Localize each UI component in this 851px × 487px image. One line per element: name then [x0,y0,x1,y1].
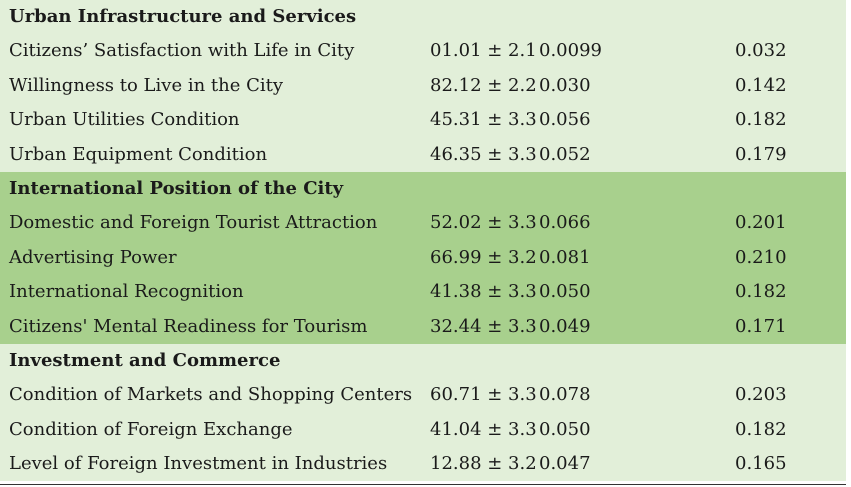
indicator-label: Advertising Power [9,246,177,268]
mean-value: 41.04 ± 3.3 [430,418,537,440]
table-row: Urban Utilities Condition 45.31 ± 3.3 0.… [0,103,846,137]
table-row: Advertising Power 66.99 ± 3.2 0.081 0.21… [0,241,846,275]
final-weight-value: 0.201 [735,212,787,234]
indicator-label: Citizens’ Satisfaction with Life in City [9,40,355,62]
final-weight-value: 0.032 [735,40,787,62]
indicator-label: Condition of Foreign Exchange [9,418,293,440]
final-weight-value: 0.182 [735,281,787,303]
mean-value: 41.38 ± 3.3 [430,281,537,303]
indicator-label: Citizens' Mental Readiness for Tourism [9,315,368,337]
weight-value: 0.050 [539,418,591,440]
indicator-label: Willingness to Live in the City [9,74,284,96]
weight-value: 0.066 [539,212,591,234]
weight-value: 0.047 [539,453,591,475]
section-investment-commerce: Investment and Commerce Condition of Mar… [0,343,846,482]
indicator-label: Urban Equipment Condition [9,143,268,165]
section-title: International Position of the City [9,177,344,199]
section-header: Investment and Commerce [0,344,846,378]
indicator-label: Condition of Markets and Shopping Center… [9,384,413,406]
table-row: International Recognition 41.38 ± 3.3 0.… [0,275,846,309]
mean-value: 01.01 ± 2.1 [430,40,537,62]
table-row: Condition of Markets and Shopping Center… [0,378,846,412]
final-weight-value: 0.142 [735,74,787,96]
table-row: Domestic and Foreign Tourist Attraction … [0,206,846,240]
table-row: Willingness to Live in the City 82.12 ± … [0,69,846,103]
mean-value: 45.31 ± 3.3 [430,109,537,131]
final-weight-value: 0.179 [735,143,787,165]
final-weight-value: 0.165 [735,453,787,475]
final-weight-value: 0.182 [735,109,787,131]
weight-value: 0.030 [539,74,591,96]
indicator-label: International Recognition [9,281,244,303]
mean-value: 46.35 ± 3.3 [430,143,537,165]
table-row: Citizens' Mental Readiness for Tourism 3… [0,310,846,344]
weight-value: 0.056 [539,109,591,131]
mean-value: 66.99 ± 3.2 [430,246,537,268]
final-weight-value: 0.182 [735,418,787,440]
indicator-label: Level of Foreign Investment in Industrie… [9,453,388,475]
indicator-label: Domestic and Foreign Tourist Attraction [9,212,378,234]
weight-value: 0.052 [539,143,591,165]
weight-value: 0.078 [539,384,591,406]
table-row: Urban Equipment Condition 46.35 ± 3.3 0.… [0,138,846,172]
table-row: Citizens’ Satisfaction with Life in City… [0,34,846,68]
section-title: Urban Infrastructure and Services [9,6,357,27]
mean-value: 82.12 ± 2.2 [430,74,537,96]
weight-value: 0.0099 [539,40,602,62]
weight-value: 0.050 [539,281,591,303]
mean-value: 12.88 ± 3.2 [430,453,537,475]
weight-value: 0.081 [539,246,591,268]
mean-value: 52.02 ± 3.3 [430,212,537,234]
mean-value: 60.71 ± 3.3 [430,384,537,406]
weight-value: 0.049 [539,315,591,337]
mean-value: 32.44 ± 3.3 [430,315,537,337]
table-row: Level of Foreign Investment in Industrie… [0,447,846,481]
final-weight-value: 0.171 [735,315,787,337]
indicator-label: Urban Utilities Condition [9,109,240,131]
section-header: International Position of the City [0,172,846,206]
section-international-position: International Position of the City Domes… [0,171,846,344]
final-weight-value: 0.210 [735,246,787,268]
final-weight-value: 0.203 [735,384,787,406]
section-header: Urban Infrastructure and Services [0,0,846,34]
section-title: Investment and Commerce [9,349,281,371]
section-urban-infrastructure: Urban Infrastructure and Services Citize… [0,0,846,172]
table-row: Condition of Foreign Exchange 41.04 ± 3.… [0,413,846,447]
